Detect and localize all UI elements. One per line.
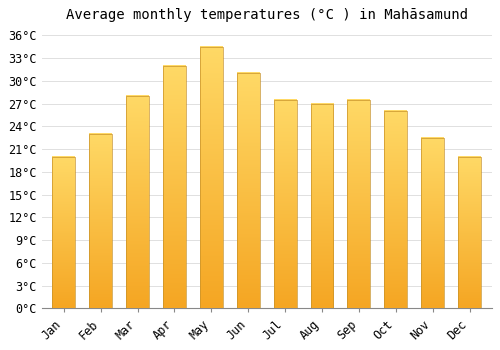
Title: Average monthly temperatures (°C ) in Mahāsamund: Average monthly temperatures (°C ) in Ma… bbox=[66, 8, 468, 22]
